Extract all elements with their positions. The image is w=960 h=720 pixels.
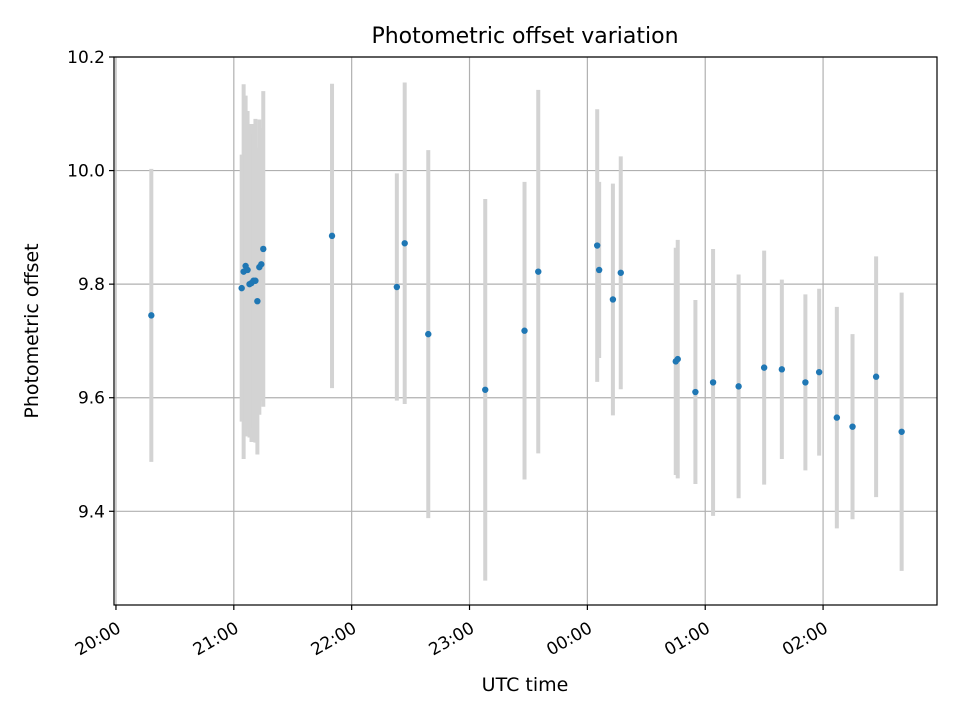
data-point	[401, 240, 408, 247]
data-point	[849, 423, 856, 430]
data-point	[735, 383, 742, 390]
x-axis-label: UTC time	[482, 674, 569, 696]
plot-frame	[113, 56, 938, 606]
data-point	[778, 366, 786, 373]
data-point	[674, 355, 681, 363]
data-point	[815, 368, 823, 376]
data-point	[252, 277, 259, 284]
data-point	[833, 414, 841, 421]
y-axis-ticks: 9.4 9.6 9.8 10.0 10.2	[67, 48, 114, 522]
data-point	[760, 364, 768, 371]
y-tick-label: 9.6	[78, 389, 105, 409]
data-point	[609, 296, 617, 303]
data-point	[898, 428, 905, 435]
y-tick-label: 10.0	[67, 162, 105, 182]
data-point	[425, 330, 432, 338]
y-tick-label: 9.8	[78, 275, 105, 295]
data-point	[872, 373, 880, 380]
data-point	[595, 266, 603, 274]
data-point	[238, 284, 245, 292]
data-point	[258, 261, 265, 268]
data-point	[802, 379, 809, 386]
chart-title: Photometric offset variation	[371, 24, 678, 49]
data-point	[692, 388, 699, 396]
data-point	[254, 297, 261, 305]
data-point	[328, 232, 336, 240]
data-point	[617, 269, 624, 276]
data-point	[593, 242, 601, 249]
data-point	[244, 266, 251, 274]
data-point	[260, 245, 267, 253]
data-point	[393, 283, 401, 291]
data-point	[521, 327, 528, 334]
y-tick-label: 9.4	[78, 502, 105, 522]
data-point	[709, 379, 717, 386]
data-markers	[148, 232, 905, 435]
y-tick-label: 10.2	[67, 48, 105, 68]
data-point	[148, 312, 155, 319]
data-point	[482, 386, 489, 393]
y-axis-label: Photometric offset	[21, 243, 43, 418]
data-point	[535, 268, 542, 275]
